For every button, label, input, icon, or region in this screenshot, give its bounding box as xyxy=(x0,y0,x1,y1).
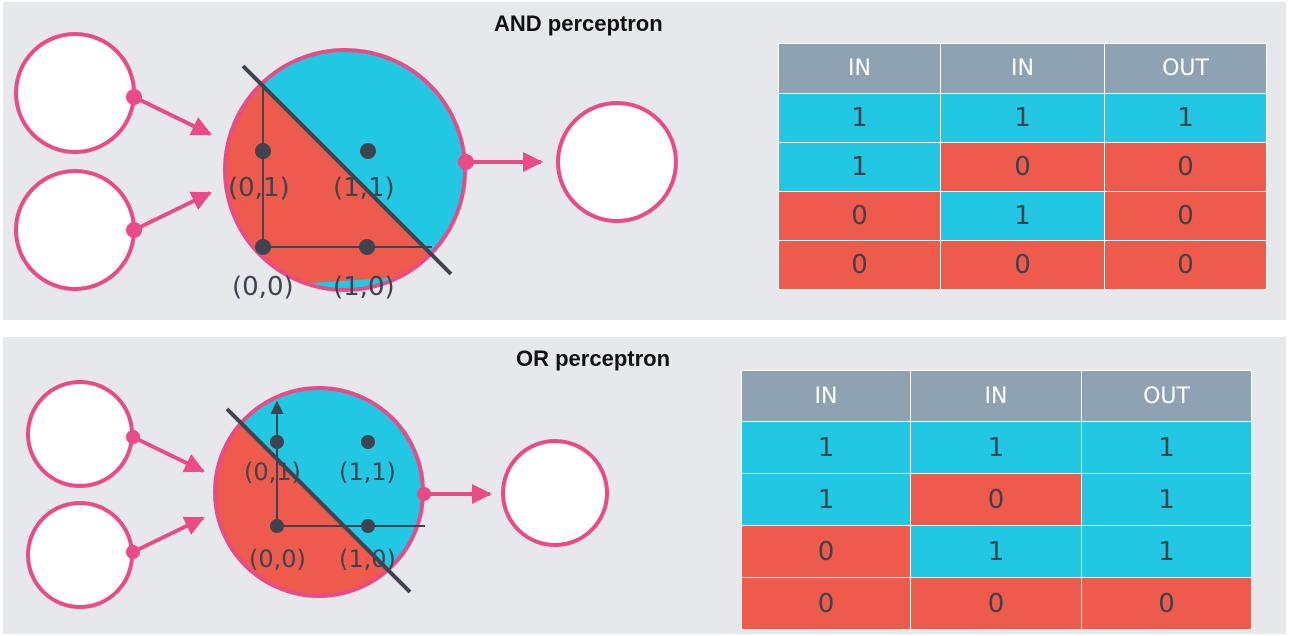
and-header-in-2: IN xyxy=(940,43,1105,94)
or-label-0-1: (0,1) xyxy=(244,458,301,486)
and-input-node-1 xyxy=(14,32,136,154)
or-point-1-0 xyxy=(361,519,375,533)
or-cell: 1 xyxy=(1081,473,1252,526)
or-input-node-2 xyxy=(26,501,134,609)
or-label-1-0: (1,0) xyxy=(339,545,396,573)
and-title: AND perceptron xyxy=(494,11,663,36)
or-cell: 1 xyxy=(910,525,1082,578)
and-decision-boundary xyxy=(241,64,453,276)
and-truth-table: IN IN OUT 1 1 1 1 0 0 0 1 0 0 0 0 xyxy=(778,43,1267,290)
or-cell: 1 xyxy=(741,473,911,526)
or-cell: 0 xyxy=(910,473,1082,526)
or-point-0-1 xyxy=(270,435,284,449)
or-header-in-2: IN xyxy=(910,370,1082,422)
and-point-1-0 xyxy=(359,239,375,255)
or-cell: 1 xyxy=(1081,525,1252,578)
and-cell: 1 xyxy=(940,191,1105,241)
and-cell: 0 xyxy=(1104,240,1267,290)
or-cell: 1 xyxy=(910,421,1082,474)
and-axes xyxy=(262,88,432,248)
or-truth-table: IN IN OUT 1 1 1 1 0 1 0 1 1 0 0 0 xyxy=(741,370,1252,630)
and-header-in-1: IN xyxy=(778,43,941,94)
or-decision-circle xyxy=(213,386,425,598)
table-row: 1 1 1 xyxy=(741,421,1252,474)
or-decision-boundary xyxy=(225,407,412,594)
and-point-0-0 xyxy=(255,239,271,255)
and-cell: 0 xyxy=(940,240,1105,290)
and-input-arrow-2 xyxy=(133,191,212,232)
and-cell: 0 xyxy=(778,191,941,241)
or-perceptron-diagram: (0,1) (1,1) (0,0) (1,0) xyxy=(26,380,609,609)
table-row: 0 0 0 xyxy=(778,240,1267,290)
and-cell: 1 xyxy=(1104,93,1267,143)
table-row: 1 0 0 xyxy=(778,142,1267,192)
and-table-header-row: IN IN OUT xyxy=(778,43,1267,94)
and-decision-circle xyxy=(223,48,467,292)
and-cell: 1 xyxy=(778,93,941,143)
and-label-0-0: (0,0) xyxy=(232,272,294,302)
table-row: 1 0 1 xyxy=(741,473,1252,526)
or-input-node-1 xyxy=(26,380,134,488)
and-output-node xyxy=(556,101,678,223)
or-input-arrow-2 xyxy=(132,516,205,554)
table-row: 0 1 1 xyxy=(741,525,1252,578)
or-header-out: OUT xyxy=(1081,370,1252,422)
or-cell: 0 xyxy=(741,577,911,630)
or-title: OR perceptron xyxy=(516,346,671,371)
and-cell: 0 xyxy=(1104,191,1267,241)
and-label-1-0: (1,0) xyxy=(333,272,395,302)
or-cell: 0 xyxy=(1081,577,1252,630)
or-cell: 0 xyxy=(910,577,1082,630)
or-axes xyxy=(270,400,425,527)
and-label-0-1: (0,1) xyxy=(228,173,290,203)
and-point-1-1 xyxy=(360,143,376,159)
or-table-header-row: IN IN OUT xyxy=(741,370,1252,422)
and-cell: 0 xyxy=(1104,142,1267,192)
and-cell: 0 xyxy=(778,240,941,290)
or-cell: 1 xyxy=(1081,421,1252,474)
or-cell: 0 xyxy=(741,525,911,578)
and-cell: 1 xyxy=(940,93,1105,143)
or-cell: 1 xyxy=(741,421,911,474)
table-row: 0 0 0 xyxy=(741,577,1252,630)
and-cell: 0 xyxy=(940,142,1105,192)
table-row: 1 1 1 xyxy=(778,93,1267,143)
and-label-1-1: (1,1) xyxy=(333,173,395,203)
or-label-0-0: (0,0) xyxy=(249,545,306,573)
and-input-node-2 xyxy=(14,169,136,291)
and-input-arrow-1 xyxy=(133,95,212,136)
and-header-out: OUT xyxy=(1104,43,1267,94)
or-input-arrow-1 xyxy=(132,435,205,473)
table-row: 0 1 0 xyxy=(778,191,1267,241)
or-header-in-1: IN xyxy=(741,370,911,422)
and-point-0-1 xyxy=(255,143,271,159)
and-cell: 1 xyxy=(778,142,941,192)
or-point-1-1 xyxy=(361,435,375,449)
or-point-0-0 xyxy=(270,519,284,533)
and-perceptron-diagram: (0,1) (1,1) (0,0) (1,0) xyxy=(14,32,678,302)
or-label-1-1: (1,1) xyxy=(339,458,396,486)
or-output-node xyxy=(501,439,609,547)
